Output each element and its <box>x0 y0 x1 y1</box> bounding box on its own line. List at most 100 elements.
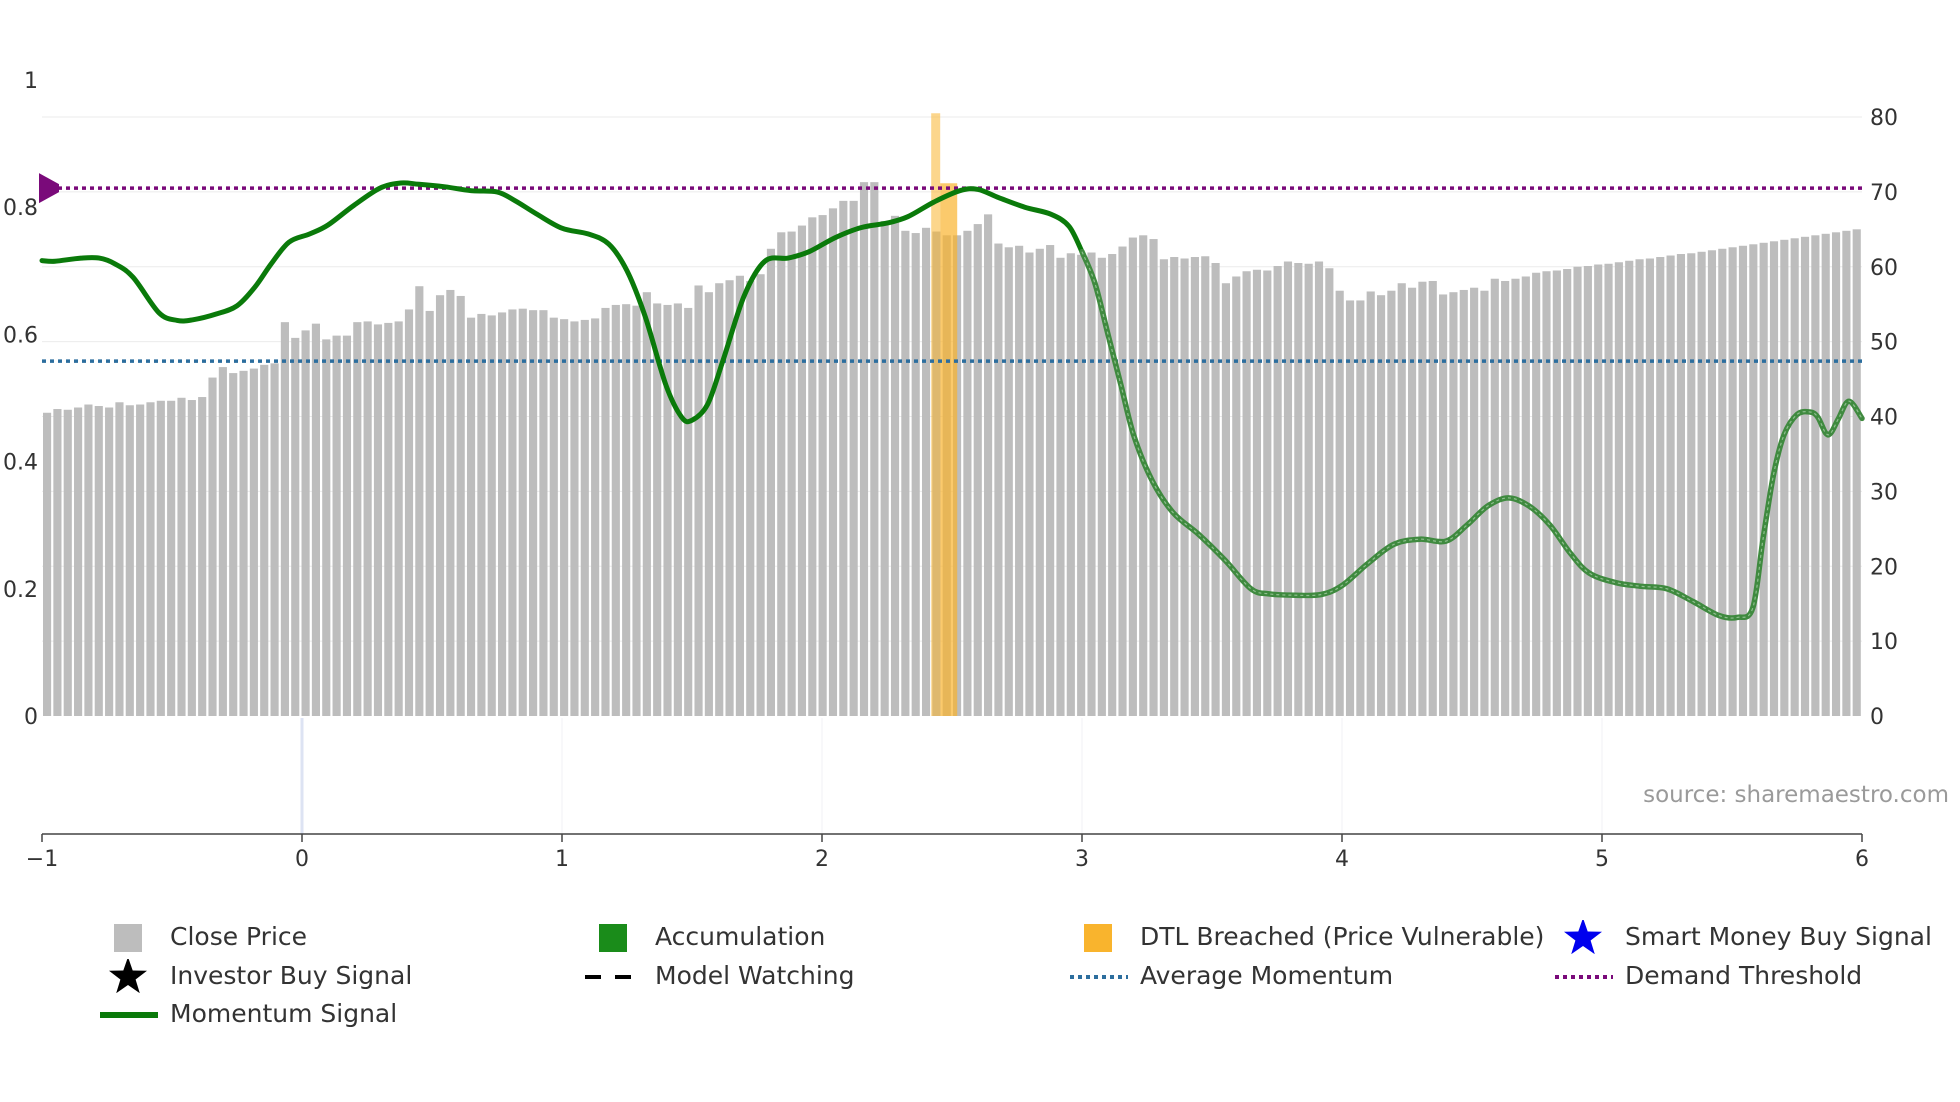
close-price-bar <box>818 215 827 716</box>
close-price-bar <box>1449 292 1458 716</box>
signal-lines <box>39 173 1865 621</box>
close-price-bar <box>198 397 207 716</box>
close-price-bar <box>239 370 248 716</box>
close-price-bar <box>849 200 858 717</box>
close-price-bar <box>1335 290 1344 716</box>
close-price-bar <box>260 364 269 716</box>
legend-label: Smart Money Buy Signal <box>1625 922 1932 951</box>
x-tick-label: 2 <box>815 847 829 872</box>
close-price-bar <box>1542 271 1551 716</box>
close-price-bars <box>43 113 1861 717</box>
x-tick-label: 0 <box>295 847 309 872</box>
close-price-bar <box>1366 291 1375 716</box>
close-price-bar <box>663 304 672 716</box>
x-tick-label: 3 <box>1075 847 1089 872</box>
close-price-bar <box>466 317 476 716</box>
close-price-bar <box>301 330 310 716</box>
close-price-bar <box>1170 257 1179 716</box>
close-price-bar <box>1066 253 1075 716</box>
close-price-bar <box>1325 268 1334 716</box>
close-price-bar <box>1025 252 1034 716</box>
right-tick-label: 10 <box>1870 630 1898 655</box>
close-price-bar <box>1749 244 1758 716</box>
legend-symbol-icon <box>114 924 142 952</box>
close-price-bar <box>1635 259 1644 716</box>
close-price-bar <box>1707 250 1717 716</box>
star-icon <box>109 959 147 993</box>
close-price-bar <box>1190 257 1199 716</box>
close-price-bar <box>1459 289 1468 716</box>
close-price-bar <box>704 292 713 716</box>
close-price-bar <box>1439 294 1448 716</box>
close-price-bar <box>156 400 165 716</box>
close-price-bar <box>1811 235 1820 717</box>
close-price-bar <box>74 407 83 716</box>
source-credit: source: sharemaestro.com <box>1643 782 1949 808</box>
close-price-bar <box>1604 263 1613 716</box>
close-price-bar <box>1408 287 1417 716</box>
close-price-bar <box>611 304 620 716</box>
close-price-bar <box>715 283 724 716</box>
close-price-bar <box>1015 245 1024 716</box>
close-price-bar <box>1294 263 1303 716</box>
close-price-bar <box>435 295 445 716</box>
close-price-bar <box>797 225 807 716</box>
close-price-bar <box>1376 295 1386 716</box>
close-price-bar <box>1800 236 1810 717</box>
close-price-bar <box>1614 262 1623 716</box>
legend-symbol-icon <box>1084 924 1112 952</box>
close-price-bar <box>1077 254 1086 716</box>
close-price-bar <box>415 286 424 716</box>
close-price-bar <box>487 315 496 716</box>
close-price-bar <box>115 402 124 716</box>
close-price-bar <box>1418 281 1427 716</box>
close-price-bar <box>1521 276 1530 716</box>
close-price-bar <box>125 405 134 716</box>
right-tick-label: 30 <box>1870 480 1898 505</box>
close-price-bar <box>756 274 765 716</box>
close-price-bar <box>1687 253 1696 716</box>
legend-label: DTL Breached (Price Vulnerable) <box>1140 922 1545 951</box>
close-price-bar <box>787 231 796 716</box>
close-price-bar <box>1221 283 1231 716</box>
close-price-bar <box>870 182 879 717</box>
close-price-bar <box>280 322 289 716</box>
close-price-bar <box>373 324 383 716</box>
left-tick-label: 1 <box>24 69 38 94</box>
close-price-bar <box>1283 261 1293 716</box>
close-price-bar <box>1790 238 1799 717</box>
close-price-bar <box>518 308 527 716</box>
close-price-bar <box>187 400 196 716</box>
close-price-bar <box>684 307 693 716</box>
right-tick-label: 70 <box>1870 181 1898 206</box>
x-tick-label: 5 <box>1595 847 1609 872</box>
close-price-bar <box>890 215 900 716</box>
star-icon <box>1564 920 1602 954</box>
close-price-bar <box>1118 246 1127 716</box>
close-price-bar <box>601 307 610 716</box>
close-price-bar <box>1666 255 1675 717</box>
close-price-bar <box>766 248 776 716</box>
legend-symbol-icon <box>1070 975 1128 979</box>
close-price-bar <box>1780 239 1789 717</box>
close-price-bar <box>43 412 52 716</box>
close-price-bar <box>477 313 486 716</box>
right-tick-label: 60 <box>1870 256 1898 281</box>
close-price-bar <box>53 409 62 716</box>
close-price-bar <box>1676 254 1686 717</box>
close-price-bar <box>1304 263 1313 716</box>
close-price-bar <box>1097 257 1106 716</box>
close-price-bar <box>1821 233 1830 716</box>
close-price-bar <box>1831 232 1841 716</box>
x-tick-label: −1 <box>26 847 58 872</box>
close-price-bar <box>404 309 414 716</box>
close-price-bar <box>1139 235 1148 717</box>
close-price-bar <box>1470 287 1479 716</box>
demand-threshold-marker <box>39 173 59 204</box>
close-price-bar <box>746 280 755 716</box>
close-price-bar <box>446 289 455 716</box>
close-price-bar <box>632 305 641 716</box>
close-price-bar <box>880 221 889 717</box>
x-tick-label: 6 <box>1855 847 1869 872</box>
close-price-bar <box>911 233 920 716</box>
